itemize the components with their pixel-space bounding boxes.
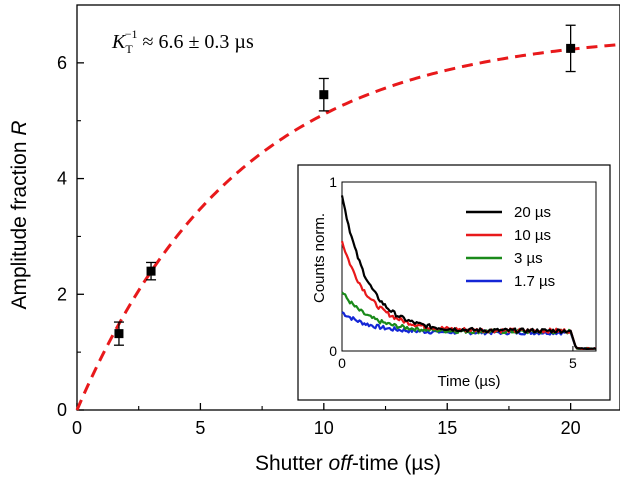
- fit-curve-group: [75, 43, 620, 411]
- inset-series-group: [340, 195, 597, 351]
- data-point: [566, 43, 576, 53]
- legend-label: 1.7 µs: [514, 273, 555, 290]
- x-tick-label: 0: [72, 418, 82, 438]
- inset-legend: 20 µs 10 µs 3 µs 1.7 µs: [466, 204, 555, 290]
- data-point: [114, 329, 124, 339]
- data-points-group: [113, 24, 576, 346]
- data-point: [319, 90, 329, 100]
- inset-x-tick-label: 5: [569, 355, 577, 371]
- legend-label: 20 µs: [514, 204, 551, 221]
- legend-label: 3 µs: [514, 250, 543, 267]
- y-axis-title: Amplitude fraction R: [8, 120, 31, 309]
- inset-chart: 0 5 0 1 20 µs 10 µs 3 µs 1.7 µs Time (µs) Coun…: [297, 164, 611, 401]
- y-tick-label: 2: [57, 284, 67, 304]
- fit-annotation: KT−1 ≈ 6.6 ± 0.3 µs: [111, 27, 254, 56]
- legend-label: 10 µs: [514, 227, 551, 244]
- inset-axis-ticks: 0 5 0 1: [329, 174, 577, 371]
- inset-series-line: [340, 195, 597, 350]
- data-point: [146, 266, 156, 276]
- inset-x-tick-label: 0: [338, 355, 346, 371]
- y-tick-label: 4: [57, 169, 67, 189]
- x-axis-title: Shutter off-time (µs): [255, 452, 441, 475]
- inset-y-tick-label: 0: [329, 343, 337, 359]
- inset-y-tick-label: 1: [329, 174, 337, 190]
- fit-curve: [75, 43, 620, 411]
- y-tick-label: 0: [57, 400, 67, 420]
- x-tick-label: 10: [314, 418, 334, 438]
- x-tick-label: 15: [437, 418, 457, 438]
- x-tick-label: 5: [195, 418, 205, 438]
- y-tick-label: 6: [57, 53, 67, 73]
- inset-box: [297, 164, 611, 401]
- x-tick-label: 20: [561, 418, 581, 438]
- main-plot-frame: [76, 4, 620, 411]
- inset-plot-frame: [341, 181, 597, 352]
- inset-series-line: [341, 291, 597, 351]
- inset-x-axis-title: Time (µs): [437, 373, 500, 390]
- inset-y-axis-title: Counts norm.: [311, 213, 328, 303]
